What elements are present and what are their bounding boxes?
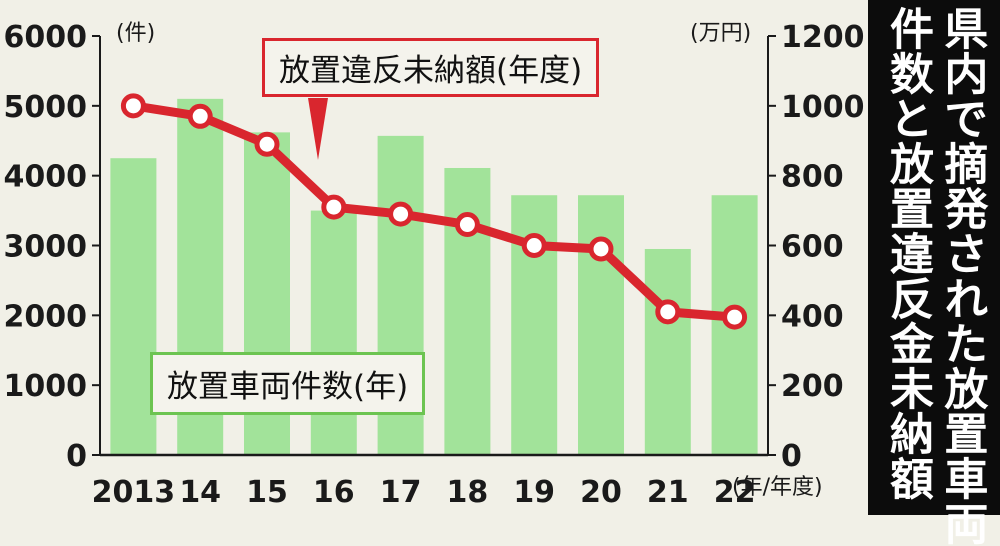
bar-18 — [444, 167, 491, 456]
vertical-title: 県内で摘発された放置車両 件数と放置違反金未納額 — [868, 0, 1000, 546]
x-tick-label: 2013 — [92, 475, 176, 510]
right-tick-label: 600 — [781, 230, 844, 265]
line-series-label: 放置違反未納額(年度) — [262, 38, 600, 97]
line-point-22 — [722, 304, 748, 330]
x-tick-label: 14 — [179, 475, 221, 510]
right-tick-label: 200 — [781, 369, 844, 404]
right-tick-label: 400 — [781, 299, 844, 334]
line-point-16 — [321, 194, 347, 220]
line-series-path — [132, 101, 735, 322]
line-point-17 — [388, 201, 414, 227]
line-label-pointer — [308, 98, 328, 160]
x-tick-label: 22 — [714, 475, 756, 510]
title-line-1: 県内で摘発された放置車両 — [936, 6, 988, 546]
line-point-14 — [187, 103, 213, 129]
left-axis-unit: (件) — [116, 21, 155, 46]
bar-21 — [644, 248, 691, 455]
bar-series-label: 放置車両件数(年) — [150, 352, 426, 415]
left-tick-label: 6000 — [4, 20, 88, 55]
x-tick-label: 19 — [513, 475, 555, 510]
right-tick-label: 800 — [781, 160, 844, 195]
right-tick-label: 1200 — [781, 20, 865, 55]
line-point-19 — [521, 233, 547, 258]
line-point-18 — [454, 212, 480, 238]
line-point-2013 — [120, 93, 146, 119]
x-axis-unit: (年/年度) — [732, 475, 823, 500]
bar-2013 — [110, 158, 157, 456]
line-point-15 — [254, 131, 280, 157]
x-tick-label: 15 — [246, 475, 288, 510]
x-tick-label: 21 — [647, 475, 689, 510]
left-tick-label: 1000 — [4, 369, 88, 404]
left-tick-label: 4000 — [4, 160, 88, 195]
bar-16 — [310, 210, 357, 455]
left-tick-label: 2000 — [4, 299, 88, 334]
right-axis-unit: (万円) — [690, 21, 751, 46]
left-tick-label: 5000 — [4, 90, 88, 125]
title-line-2: 件数と放置違反金未納額 — [882, 6, 933, 501]
x-tick-label: 16 — [313, 475, 355, 510]
line-point-20 — [588, 236, 614, 262]
left-tick-label: 3000 — [4, 230, 88, 265]
left-tick-label: 0 — [66, 439, 87, 474]
chart-stage: 0 1000 2000 3000 4000 5000 6000 0 200 400 600 800 10… — [4, 0, 1000, 546]
line-point-21 — [655, 299, 681, 325]
right-tick-label: 1000 — [781, 90, 865, 125]
x-tick-label: 17 — [380, 475, 422, 510]
x-tick-label: 18 — [447, 475, 489, 510]
bar-20 — [578, 195, 624, 455]
right-tick-label: 0 — [781, 439, 802, 474]
x-tick-label: 20 — [580, 475, 622, 510]
